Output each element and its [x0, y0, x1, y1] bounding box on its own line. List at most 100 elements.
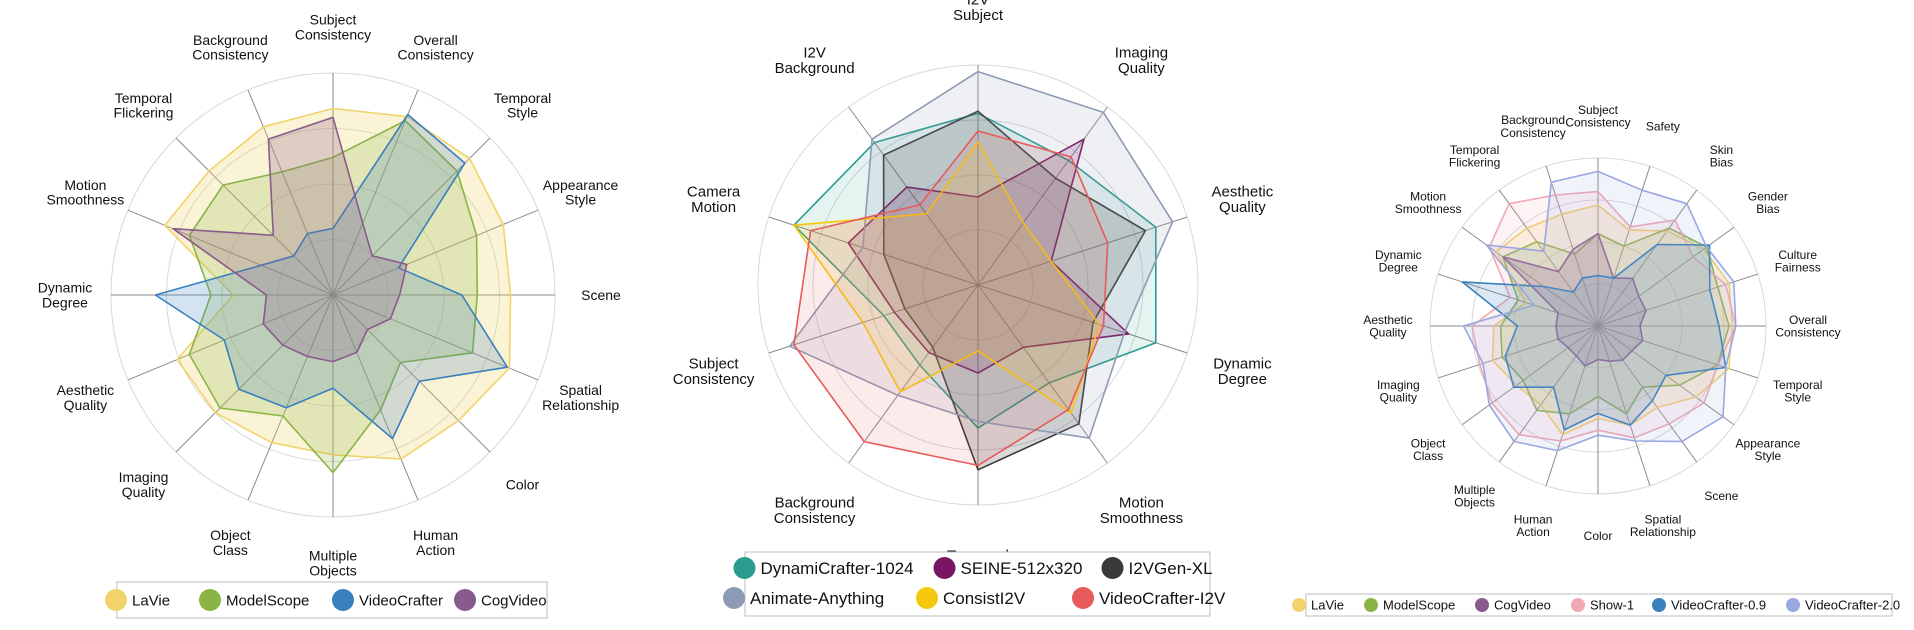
axis-label-line: Spatial	[559, 382, 602, 398]
legend-swatch	[1101, 557, 1124, 579]
axis-spoke	[1545, 166, 1599, 327]
axis-spoke	[977, 284, 1188, 354]
axis-label-line: Background	[193, 32, 268, 48]
radar-chart-2: I2VSubjectImagingQualityAestheticQuality…	[673, 0, 1274, 617]
legend-label: DynamiCrafter-1024	[761, 559, 914, 578]
legend-swatch	[933, 557, 956, 579]
legend-label: SEINE-512x320	[961, 559, 1083, 578]
axis-label-line: Imaging	[1115, 45, 1168, 62]
axis-spoke	[1597, 325, 1651, 486]
legend-swatch	[1364, 598, 1378, 612]
axis-label: Object Class	[1411, 436, 1446, 463]
axis-label: I2V Background	[775, 45, 855, 78]
legend-swatch	[916, 587, 938, 609]
axis-spoke	[1597, 189, 1698, 327]
axis-label-line: Degree	[1218, 371, 1267, 388]
series-polygon-videocrafter-i2v	[793, 130, 1109, 467]
axis-label-line: Style	[1755, 449, 1782, 463]
axis-label-line: Consistency	[192, 47, 268, 63]
axis-label-line: Bias	[1756, 202, 1779, 216]
axis-label-line: Smoothness	[46, 192, 124, 208]
axis-label: Dynamic Degree	[1213, 355, 1272, 388]
axis-label-line: Temporal	[115, 90, 173, 106]
axis-spokes	[111, 73, 555, 517]
legend-label: CogVideo	[1494, 598, 1551, 613]
axis-label: Dynamic Degree	[1375, 248, 1422, 275]
axis-label: Gender Bias	[1748, 190, 1788, 217]
axis-label-line: Culture	[1778, 248, 1817, 262]
legend-swatch	[105, 589, 127, 611]
axis-label-line: Dynamic	[1375, 248, 1422, 262]
axis-spoke	[127, 209, 334, 296]
axis-label-line: Color	[1584, 529, 1613, 543]
legend-swatch	[723, 587, 745, 609]
axis-label-line: Consistency	[397, 47, 473, 63]
axis-label: Aesthetic Quality	[57, 382, 115, 413]
axis-label-line: Style	[507, 105, 538, 121]
axis-label-line: Quality	[1369, 326, 1406, 340]
axis-label-line: Multiple	[1454, 483, 1496, 497]
axis-label: Scene	[581, 287, 621, 303]
axis-label-line: Relationship	[542, 397, 619, 413]
axis-spoke	[1597, 325, 1698, 463]
axis-spoke	[848, 106, 979, 286]
axis-label-line: Relationship	[1630, 525, 1696, 539]
legend-item: VideoCrafter-I2V	[1072, 587, 1226, 609]
axis-label-line: Class	[213, 542, 248, 558]
axis-label: Motion Smoothness	[1395, 190, 1462, 217]
radar-chart-1: Subject Consistency Overall ConsistencyTemp…	[38, 12, 621, 619]
legend-label: I2VGen-XL	[1129, 559, 1213, 578]
axis-label: Background Consistency	[1500, 113, 1565, 140]
axis-label-line: Human	[413, 527, 458, 543]
axis-label-line: Temporal	[494, 90, 552, 106]
axis-label: Aesthetic Quality	[1363, 313, 1412, 340]
axis-label-line: Background	[775, 60, 855, 77]
axis-label-line: Quality	[1118, 60, 1165, 77]
axis-label-line: Consistency	[673, 371, 755, 388]
legend-label: LaVie	[1311, 598, 1344, 613]
legend-swatch	[1652, 598, 1666, 612]
axis-label: Subject Consistency	[295, 12, 371, 43]
axis-label-line: I2V	[967, 0, 990, 8]
axis-label: Appearance Style	[543, 177, 619, 208]
series-polygon-show-1	[1471, 190, 1737, 442]
legend-item: LaVie	[105, 589, 170, 611]
legend-swatch	[1072, 587, 1094, 609]
axis-label-line: Class	[1413, 449, 1443, 463]
axis-label-line: Multiple	[309, 548, 357, 564]
axis-label: Color	[1584, 529, 1613, 543]
axis-label-line: Quality	[122, 484, 166, 500]
legend-label: VideoCrafter-0.9	[1671, 598, 1766, 613]
axis-label: Dynamic Degree	[38, 280, 92, 311]
axis-label: Color	[506, 476, 540, 492]
axis-label-line: Fairness	[1775, 261, 1821, 275]
legend-item: LaVie	[1292, 598, 1344, 613]
axis-label: Multiple Objects	[309, 548, 357, 579]
axis-label: Subject Consistency	[1565, 103, 1630, 130]
legend-swatch	[199, 589, 221, 611]
axis-spoke	[768, 216, 979, 286]
legend-swatch	[1786, 598, 1800, 612]
axis-spoke	[175, 137, 334, 296]
series-layer	[788, 70, 1174, 471]
axis-label-line: Degree	[42, 294, 88, 310]
axis-label-line: Subject	[689, 355, 740, 372]
axis-label: Safety	[1646, 120, 1680, 134]
axis-spoke	[175, 294, 334, 453]
legend-label: ConsistI2V	[943, 589, 1026, 608]
axis-spoke	[1498, 189, 1599, 327]
axis-spoke	[332, 294, 419, 501]
axis-spokes	[1430, 158, 1766, 494]
axis-spoke	[977, 106, 1108, 286]
axis-label-line: Subject	[953, 7, 1004, 24]
axis-label-line: Appearance	[1736, 436, 1801, 450]
axis-spoke	[977, 216, 1188, 286]
legend-label: CogVideo	[481, 592, 547, 609]
legend-item: SEINE-512x320	[933, 557, 1083, 579]
legend-item: Animate-Anything	[723, 587, 884, 609]
axis-label-line: Temporal	[1773, 378, 1822, 392]
axis-label-line: Degree	[1379, 261, 1419, 275]
series-polygon-lavie	[164, 107, 512, 460]
legend-label: LaVie	[132, 592, 170, 609]
